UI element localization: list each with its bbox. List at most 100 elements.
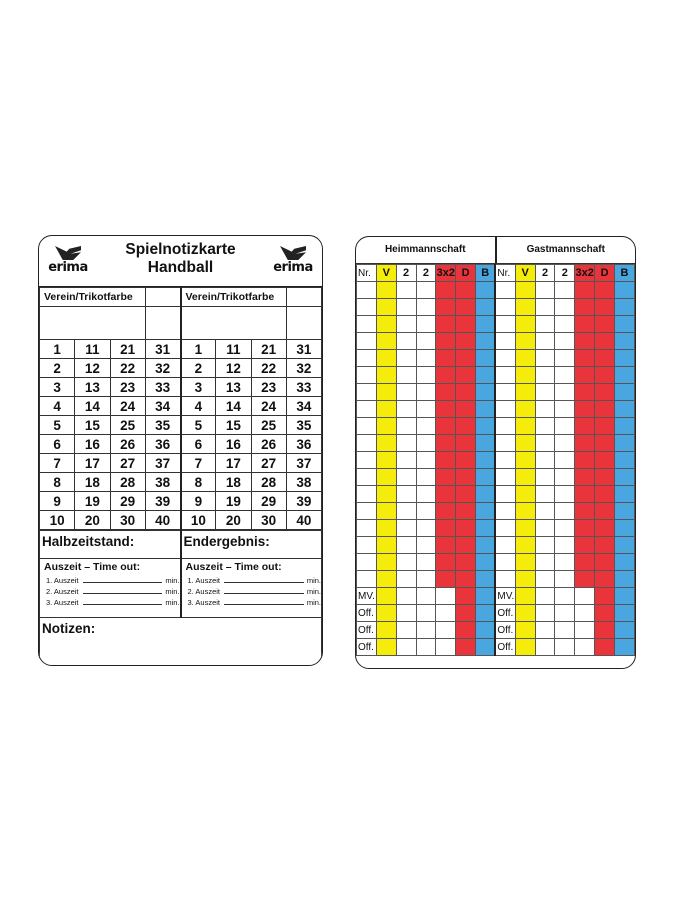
penalty-cell[interactable] [356, 536, 377, 554]
penalty-cell[interactable] [375, 366, 397, 384]
penalty-cell[interactable] [356, 417, 377, 435]
penalty-cell[interactable] [475, 366, 497, 384]
player-number[interactable]: 33 [285, 377, 322, 397]
penalty-cell[interactable] [475, 298, 497, 316]
penalty-cell[interactable] [435, 281, 457, 299]
player-number[interactable]: 8 [39, 472, 76, 492]
player-number[interactable]: 36 [285, 434, 322, 454]
penalty-cell[interactable] [395, 366, 417, 384]
penalty-cell[interactable] [514, 434, 536, 452]
player-number[interactable]: 32 [144, 358, 182, 378]
penalty-cell[interactable] [415, 417, 437, 435]
penalty-cell[interactable] [574, 519, 596, 537]
penalty-cell[interactable] [415, 451, 437, 469]
player-number[interactable]: 22 [250, 358, 287, 378]
player-number[interactable]: 10 [39, 510, 76, 530]
penalty-cell[interactable] [534, 383, 556, 401]
penalty-cell[interactable] [455, 519, 477, 537]
penalty-cell[interactable] [475, 553, 497, 571]
penalty-cell[interactable] [534, 502, 556, 520]
penalty-cell[interactable] [594, 383, 615, 401]
penalty-cell[interactable] [356, 281, 377, 299]
penalty-cell[interactable] [415, 519, 437, 537]
player-number[interactable]: 16 [215, 434, 252, 454]
penalty-cell[interactable] [356, 315, 377, 333]
penalty-cell[interactable] [375, 298, 397, 316]
penalty-cell[interactable] [375, 638, 397, 656]
penalty-cell[interactable] [494, 519, 516, 537]
timeout-line[interactable]: 3. Auszeit min. [187, 598, 322, 607]
penalty-cell[interactable] [435, 553, 457, 571]
penalty-cell[interactable] [613, 349, 635, 367]
timeout-line[interactable]: 1. Auszeit min. [46, 576, 180, 585]
penalty-cell[interactable] [475, 604, 497, 622]
penalty-cell[interactable] [554, 536, 576, 554]
penalty-cell[interactable] [455, 434, 477, 452]
penalty-cell[interactable] [594, 315, 615, 333]
penalty-cell[interactable] [534, 604, 556, 622]
player-number[interactable]: 20 [74, 510, 111, 530]
player-number[interactable]: 3 [179, 377, 217, 397]
penalty-cell[interactable] [415, 604, 437, 622]
penalty-cell[interactable] [356, 434, 377, 452]
penalty-cell[interactable] [594, 553, 615, 571]
penalty-cell[interactable] [494, 366, 516, 384]
penalty-cell[interactable] [613, 383, 635, 401]
penalty-cell[interactable] [534, 298, 556, 316]
penalty-cell[interactable] [435, 332, 457, 350]
penalty-cell[interactable] [574, 638, 596, 656]
player-number[interactable]: 14 [215, 396, 252, 416]
penalty-cell[interactable] [594, 281, 615, 299]
player-number[interactable]: 4 [179, 396, 217, 416]
penalty-cell[interactable] [375, 604, 397, 622]
penalty-cell[interactable] [475, 383, 497, 401]
penalty-cell[interactable] [395, 553, 417, 571]
penalty-cell[interactable] [435, 383, 457, 401]
player-number[interactable]: 26 [250, 434, 287, 454]
penalty-cell[interactable] [534, 417, 556, 435]
penalty-cell[interactable] [514, 621, 536, 639]
penalty-cell[interactable] [613, 451, 635, 469]
penalty-cell[interactable] [554, 315, 576, 333]
penalty-cell[interactable] [574, 485, 596, 503]
penalty-cell[interactable] [475, 621, 497, 639]
penalty-cell[interactable] [455, 281, 477, 299]
player-number[interactable]: 30 [109, 510, 146, 530]
player-number[interactable]: 35 [144, 415, 182, 435]
penalty-cell[interactable] [514, 587, 536, 605]
penalty-cell[interactable] [356, 485, 377, 503]
timeout-line[interactable]: 1. Auszeit min. [187, 576, 322, 585]
penalty-cell[interactable] [415, 536, 437, 554]
penalty-cell[interactable] [455, 468, 477, 486]
penalty-cell[interactable] [415, 587, 437, 605]
penalty-cell[interactable] [554, 604, 576, 622]
penalty-cell[interactable] [395, 400, 417, 418]
player-number[interactable]: 5 [179, 415, 217, 435]
penalty-cell[interactable] [494, 298, 516, 316]
penalty-cell[interactable] [455, 417, 477, 435]
penalty-cell[interactable] [475, 400, 497, 418]
penalty-cell[interactable] [356, 570, 377, 588]
penalty-cell[interactable] [455, 502, 477, 520]
player-number[interactable]: 11 [74, 339, 111, 359]
penalty-cell[interactable] [455, 536, 477, 554]
penalty-cell[interactable] [554, 519, 576, 537]
penalty-cell[interactable] [514, 349, 536, 367]
penalty-cell[interactable] [435, 587, 457, 605]
penalty-cell[interactable] [494, 553, 516, 571]
penalty-cell[interactable] [455, 400, 477, 418]
player-number[interactable]: 19 [74, 491, 111, 511]
penalty-cell[interactable] [554, 434, 576, 452]
penalty-cell[interactable] [375, 315, 397, 333]
penalty-cell[interactable] [554, 298, 576, 316]
player-number[interactable]: 2 [179, 358, 217, 378]
penalty-cell[interactable] [435, 468, 457, 486]
penalty-cell[interactable] [554, 451, 576, 469]
penalty-cell[interactable] [395, 332, 417, 350]
penalty-cell[interactable] [356, 519, 377, 537]
penalty-cell[interactable] [494, 502, 516, 520]
player-number[interactable]: 30 [250, 510, 287, 530]
penalty-cell[interactable] [455, 315, 477, 333]
penalty-cell[interactable] [594, 468, 615, 486]
penalty-cell[interactable] [356, 349, 377, 367]
